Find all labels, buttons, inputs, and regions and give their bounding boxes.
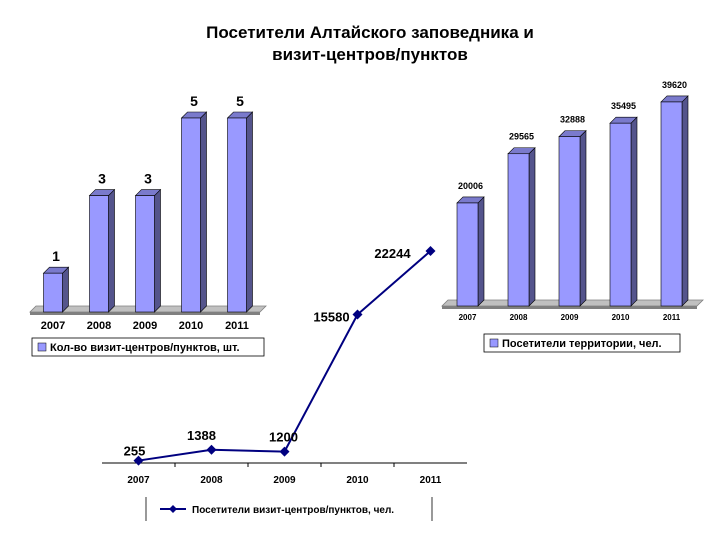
bar-2008 [88, 188, 116, 313]
legend: Посетители территории, чел. [483, 333, 681, 353]
bar-side [630, 116, 638, 307]
x-tick-label: 2011 [663, 313, 681, 322]
bar-side [681, 95, 689, 307]
x-tick-label: 2009 [561, 313, 579, 322]
x-tick-label: 2011 [420, 475, 442, 486]
bar-side [579, 129, 587, 307]
x-tick-label: 2008 [510, 313, 528, 322]
x-tick-label: 2009 [133, 320, 157, 332]
data-label: 15580 [313, 310, 349, 325]
legend-label: Посетители визит-центров/пунктов, чел. [192, 505, 394, 516]
bar-2009 [134, 188, 162, 313]
bar-front [181, 117, 201, 313]
data-label: 1 [52, 248, 60, 264]
bar-front [43, 272, 63, 313]
bar-2010 [609, 116, 638, 307]
legend-marker [169, 505, 177, 513]
data-point-2009 [279, 446, 290, 457]
x-tick-label: 2008 [200, 475, 223, 486]
x-tick-label: 2007 [127, 475, 150, 486]
data-label: 1200 [269, 430, 298, 445]
bar-side [154, 188, 161, 313]
bar-front [609, 122, 632, 307]
bar-front [135, 195, 155, 313]
floor-front [30, 312, 260, 315]
legend: Кол-во визит-центров/пунктов, шт. [31, 337, 265, 357]
data-label: 29565 [509, 132, 534, 142]
bar-side [62, 266, 69, 313]
bar-front [89, 195, 109, 313]
data-label: 3 [98, 171, 106, 187]
legend: Посетители визит-центров/пунктов, чел. [145, 497, 433, 521]
bar-side [246, 111, 253, 313]
visitors-line-chart: 255 2007 1388 2008 1200 2009 15580 2010 22244 201… [102, 246, 467, 521]
bar-side [477, 196, 485, 307]
data-label: 39620 [662, 80, 687, 90]
data-label: 22244 [374, 246, 411, 261]
bar-2011 [660, 95, 689, 307]
bar-front [456, 202, 479, 307]
x-tick-label: 2010 [612, 313, 630, 322]
bar-2011 [226, 111, 254, 313]
data-label: 20006 [458, 181, 483, 191]
chart-title-line1: Посетители Алтайского заповедника и [206, 23, 534, 42]
chart-title-line2: визит-центров/пунктов [272, 45, 468, 64]
x-tick-label: 2007 [41, 320, 65, 332]
bar-2007 [456, 196, 485, 307]
bar-2007 [42, 266, 70, 313]
floor-front [442, 306, 697, 309]
bar-2009 [558, 129, 587, 307]
data-label: 3 [144, 171, 152, 187]
bar-2008 [507, 147, 536, 307]
bar-side [108, 188, 115, 313]
data-label: 35495 [611, 101, 636, 111]
bar-front [507, 153, 530, 307]
data-point-2007 [133, 455, 144, 466]
bar-2010 [180, 111, 208, 313]
chart-title: Посетители Алтайского заповедника и визи… [120, 22, 620, 66]
data-label: 32888 [560, 115, 585, 125]
x-tick-label: 2010 [179, 320, 203, 332]
x-tick-label: 2010 [346, 475, 369, 486]
data-point-2011 [425, 246, 436, 256]
legend-box [483, 333, 681, 353]
legend-swatch [37, 342, 47, 352]
legend-swatch [489, 338, 499, 348]
bar-side [528, 147, 536, 307]
bar-side [200, 111, 207, 313]
bar-front [660, 101, 683, 307]
x-tick-label: 2009 [273, 475, 296, 486]
data-point-2010 [352, 309, 363, 320]
legend-label: Кол-во визит-центров/пунктов, шт. [50, 342, 240, 354]
legend-label: Посетители территории, чел. [502, 338, 662, 350]
legend-box [31, 337, 265, 357]
centers-bar-chart: 1 2007 3 2008 3 2009 5 2010 5 2011 Кол-во визит-це… [29, 93, 267, 357]
bar-front [227, 117, 247, 313]
x-tick-label: 2008 [87, 320, 111, 332]
data-point-2008 [206, 444, 217, 455]
territory-bar-chart: 20006 2007 29565 2008 32888 2009 35495 2010 3962… [441, 80, 704, 353]
x-tick-label: 2007 [459, 313, 477, 322]
data-label: 255 [124, 444, 146, 459]
bar-front [558, 136, 581, 307]
data-label: 5 [236, 93, 244, 109]
data-label: 5 [190, 93, 198, 109]
data-label: 1388 [187, 428, 216, 443]
x-tick-label: 2011 [225, 320, 249, 332]
